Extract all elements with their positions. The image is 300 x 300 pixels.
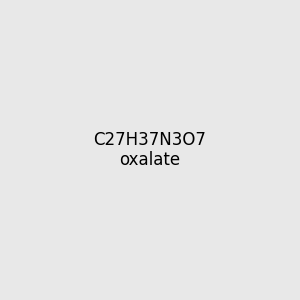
Text: C27H37N3O7
oxalate: C27H37N3O7 oxalate	[94, 130, 206, 170]
